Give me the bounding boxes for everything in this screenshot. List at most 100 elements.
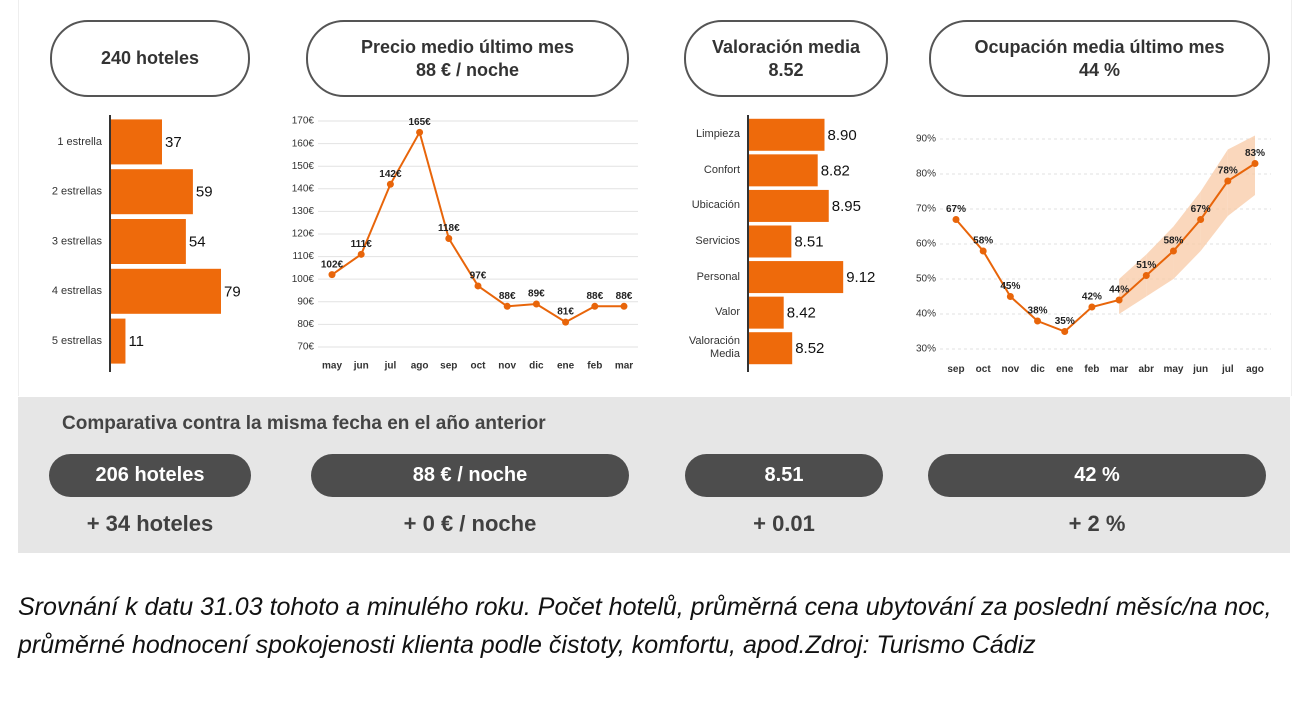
x-tick-label: ene (1056, 364, 1074, 375)
bar (748, 296, 784, 329)
y-tick-label: 50% (916, 274, 936, 285)
value-label: 51% (1136, 260, 1156, 271)
category-label-box: Ubicación (691, 199, 740, 212)
value-label: 102€ (321, 259, 344, 270)
y-tick-label: 5 estrellas (52, 335, 103, 347)
value-label: 54 (189, 233, 206, 250)
value-label: 88€ (586, 291, 603, 302)
x-tick-label: oct (471, 361, 487, 372)
x-tick-label: dic (529, 361, 544, 372)
value-label: 165€ (408, 117, 431, 128)
point (474, 282, 482, 290)
y-tick-label: 100€ (292, 274, 315, 285)
point (1088, 303, 1096, 311)
value-label: 8.51 (794, 233, 823, 250)
value-label: 111€ (351, 239, 373, 250)
charts: 1 estrella 37 2 estrellas 59 3 estrellas 54 4 … (52, 115, 1271, 375)
value-label: 38% (1028, 306, 1048, 317)
x-tick-label: feb (587, 361, 602, 372)
value-label: 8.90 (828, 127, 857, 144)
comparison-change: + 0 € / noche (403, 511, 537, 536)
y-tick-label: 130€ (292, 206, 315, 217)
point (1197, 216, 1205, 223)
bar (110, 268, 221, 314)
point (1061, 328, 1069, 335)
value-label: 37 (165, 134, 182, 151)
point (1006, 293, 1014, 300)
y-tick-label: 2 estrellas (52, 186, 103, 198)
value-label: 58% (1163, 236, 1183, 247)
y-tick-label: 90€ (297, 296, 314, 307)
point (1224, 177, 1232, 185)
comparison-change: + 2 % (1068, 511, 1126, 536)
value-label: 67% (1191, 204, 1211, 215)
value-label: 81€ (557, 307, 574, 318)
bar (748, 118, 825, 151)
point (979, 247, 987, 255)
x-tick-label: jul (384, 361, 397, 372)
value-label: 8.95 (832, 198, 861, 215)
bar (110, 169, 193, 215)
bar (748, 261, 844, 294)
x-tick-label: jun (1192, 364, 1208, 375)
x-tick-label: jun (353, 361, 369, 372)
point (386, 180, 394, 188)
y-tick-label: 140€ (292, 183, 315, 194)
line (331, 129, 624, 324)
value-label: 59 (196, 184, 213, 201)
comparison-value: 206 hoteles (49, 454, 251, 497)
y-tick-label: 40% (916, 309, 936, 320)
value-label: 45% (1000, 281, 1020, 292)
confidence-band (1146, 226, 1174, 297)
y-tick-label: 170€ (292, 116, 315, 127)
value-label: 67% (946, 204, 966, 215)
point (357, 250, 365, 258)
point (1142, 272, 1150, 279)
category-label-box: Limpieza (695, 128, 740, 141)
category-label-box: Personal (696, 270, 740, 283)
caption: Srovnání k datu 31.03 tohoto a minulého … (18, 593, 1272, 659)
kpi-card: Ocupación media último mes 44 % (929, 20, 1270, 97)
kpi-title: Valoración media (711, 36, 861, 57)
point (1251, 160, 1259, 167)
comparison-value: 8.51 (685, 454, 883, 497)
bar (748, 154, 818, 187)
kpi-title: Ocupación media último mes (974, 36, 1225, 57)
x-tick-label: may (322, 361, 342, 372)
value-label: 42% (1082, 292, 1102, 303)
x-tick-label: nov (498, 361, 516, 372)
value-label: 89€ (528, 289, 545, 300)
y-tick-label: 70% (916, 204, 936, 215)
point (952, 216, 960, 223)
confidence-band (1227, 135, 1255, 216)
kpi-value: 44 % (1078, 59, 1121, 80)
y-tick-label: Personal (696, 270, 740, 283)
point (416, 128, 424, 136)
value-label: 8.82 (821, 162, 850, 179)
x-tick-label: sep (947, 364, 964, 375)
kpi-title: Precio medio último mes (360, 36, 575, 57)
y-tick-label: 3 estrellas (52, 235, 103, 247)
value-label: 58% (973, 236, 993, 247)
y-tick-label: 30% (916, 344, 936, 355)
line (955, 162, 1256, 333)
y-tick-label: 4 estrellas (52, 285, 103, 297)
y-tick-label: 90% (916, 134, 936, 145)
comparison-change: + 34 hoteles (86, 511, 214, 536)
value-label: 9.12 (846, 269, 875, 286)
point (1115, 296, 1123, 304)
y-tick-label: Ubicación (691, 199, 740, 212)
kpi-card: Valoración media 8.52 (684, 20, 888, 97)
x-tick-label: ago (1246, 364, 1264, 375)
y-tick-label: Limpieza (695, 128, 740, 141)
comparison-value: 88 € / noche (311, 454, 629, 497)
x-tick-label: mar (615, 361, 633, 372)
value-label: 142€ (379, 169, 402, 180)
x-tick-label: ago (411, 361, 429, 372)
point (620, 302, 628, 310)
point (328, 271, 336, 279)
bar (110, 318, 126, 364)
point (532, 300, 540, 308)
value-label: 8.52 (795, 340, 824, 357)
